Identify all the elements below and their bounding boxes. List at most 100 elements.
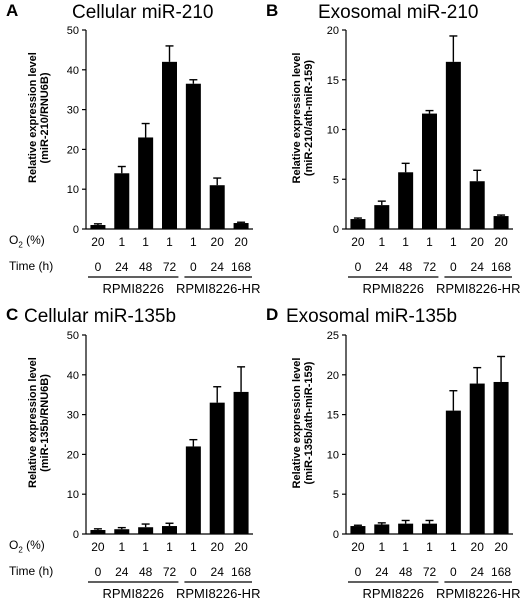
y-tick-label: 20 — [327, 370, 339, 382]
bar — [138, 137, 154, 229]
bar — [138, 527, 154, 534]
bar — [114, 529, 130, 534]
o2-value-label: 20 — [234, 235, 248, 249]
panel-d: D Exosomal miR-135b Relative expression … — [260, 305, 520, 609]
time-value-label: 72 — [423, 260, 437, 274]
bar — [422, 113, 437, 229]
time-value-label: 24 — [471, 565, 485, 579]
o2-value-label: 20 — [351, 235, 365, 249]
panel-a: A Cellular miR-210 Relative expression l… — [0, 0, 260, 304]
panel-c: C Cellular miR-135b Relative expression … — [0, 305, 260, 609]
bar — [162, 526, 177, 534]
y-tick-label: 20 — [67, 144, 79, 156]
time-value-label: 0 — [95, 565, 102, 579]
bar — [398, 523, 414, 534]
time-value-label: 0 — [355, 260, 362, 274]
time-value-label: 24 — [115, 260, 129, 274]
y-tick-label: 10 — [67, 184, 79, 196]
time-value-label: 0 — [190, 565, 197, 579]
o2-value-label: 20 — [494, 235, 508, 249]
bar-chart-a: 0 10 20 30 40 50 20 1 1 1 1 20 20 0 24 48 72 0 24 168 RPMI82… — [67, 25, 261, 296]
bar — [493, 381, 509, 534]
o2-value-label: 1 — [426, 235, 433, 249]
y-tick-label: 0 — [333, 224, 339, 236]
group-label-rpmi8226: RPMI8226 — [363, 586, 424, 601]
o2-value-label: 1 — [450, 235, 457, 249]
chart-title: Exosomal miR-210 — [318, 2, 479, 23]
o2-value-label: 1 — [450, 540, 457, 554]
time-value-label: 24 — [115, 565, 129, 579]
time-value-label: 72 — [163, 565, 177, 579]
bar — [445, 410, 461, 534]
o2-value-label: 1 — [378, 235, 385, 249]
group-label-rpmi8226: RPMI8226 — [363, 281, 424, 296]
o2-label-suffix: (%) — [22, 538, 45, 552]
bar — [422, 523, 437, 534]
o2-value-label: 1 — [378, 540, 385, 554]
y-tick-label: 0 — [73, 224, 79, 236]
time-value-label: 168 — [491, 260, 511, 274]
chart-title: Cellular miR-210 — [72, 2, 214, 23]
o2-row-label-c: O2 (%) — [9, 538, 45, 554]
y-tick-label: 50 — [67, 330, 79, 342]
time-value-label: 48 — [139, 565, 153, 579]
y-tick-label: 15 — [327, 410, 339, 422]
group-label-rpmi8226-hr: RPMI8226-HR — [436, 281, 520, 296]
time-value-label: 24 — [375, 260, 389, 274]
bar — [469, 383, 485, 534]
bar — [469, 181, 485, 229]
o2-value-label: 1 — [426, 540, 433, 554]
bar — [350, 219, 366, 229]
group-label-rpmi8226-hr: RPMI8226-HR — [176, 586, 261, 601]
y-tick-label: 10 — [327, 449, 339, 461]
o2-label-subscript: 2 — [18, 240, 23, 250]
o2-value-label: 1 — [402, 540, 409, 554]
o2-value-label: 1 — [118, 540, 125, 554]
bar — [90, 225, 106, 229]
bar — [209, 402, 225, 534]
o2-value-label: 20 — [351, 540, 365, 554]
time-value-label: 72 — [163, 260, 177, 274]
bar — [233, 391, 249, 534]
chart-title: Exosomal miR-135b — [286, 306, 458, 327]
o2-label-suffix: (%) — [22, 233, 45, 247]
y-tick-label: 10 — [67, 489, 79, 501]
o2-value-label: 1 — [190, 235, 197, 249]
bar — [445, 61, 461, 230]
group-label-rpmi8226: RPMI8226 — [103, 281, 164, 296]
o2-value-label: 20 — [211, 540, 225, 554]
o2-row-label-a: O2 (%) — [9, 233, 45, 249]
time-value-label: 168 — [231, 565, 251, 579]
time-value-label: 24 — [471, 260, 485, 274]
bar — [374, 205, 390, 229]
bar-chart-b: 0 5 10 15 20 20 1 1 1 1 20 20 0 24 48 72 0 24 168 RPMI8226 R… — [327, 25, 520, 296]
group-label-rpmi8226-hr: RPMI8226-HR — [436, 586, 520, 601]
o2-value-label: 1 — [166, 235, 173, 249]
bar — [350, 526, 366, 534]
panel-b: B Exosomal miR-210 Relative expression l… — [260, 0, 520, 304]
y-tick-label: 50 — [67, 25, 79, 37]
o2-value-label: 1 — [190, 540, 197, 554]
chart-title: Cellular miR-135b — [24, 306, 177, 327]
time-value-label: 24 — [211, 565, 225, 579]
panel-letter: B — [266, 1, 279, 20]
o2-value-label: 1 — [166, 540, 173, 554]
bar — [374, 524, 390, 534]
o2-value-label: 20 — [234, 540, 248, 554]
o2-value-label: 1 — [118, 235, 125, 249]
o2-label-subscript: 2 — [18, 545, 23, 555]
o2-label-prefix: O — [9, 538, 19, 552]
y-tick-label: 40 — [67, 65, 79, 77]
bar-chart-d: 0 5 10 15 20 25 20 1 1 1 1 20 20 0 24 48 72 0 24 168 RPMI822… — [327, 330, 520, 601]
bar — [209, 185, 225, 229]
y-tick-label: 20 — [327, 25, 339, 37]
o2-value-label: 20 — [91, 235, 105, 249]
o2-value-label: 20 — [471, 540, 485, 554]
time-value-label: 48 — [139, 260, 153, 274]
y-tick-label: 0 — [73, 529, 79, 541]
y-tick-label: 25 — [327, 330, 339, 342]
time-value-label: 0 — [190, 260, 197, 274]
bar — [493, 216, 509, 229]
y-tick-label: 30 — [67, 105, 79, 117]
time-value-label: 0 — [95, 260, 102, 274]
